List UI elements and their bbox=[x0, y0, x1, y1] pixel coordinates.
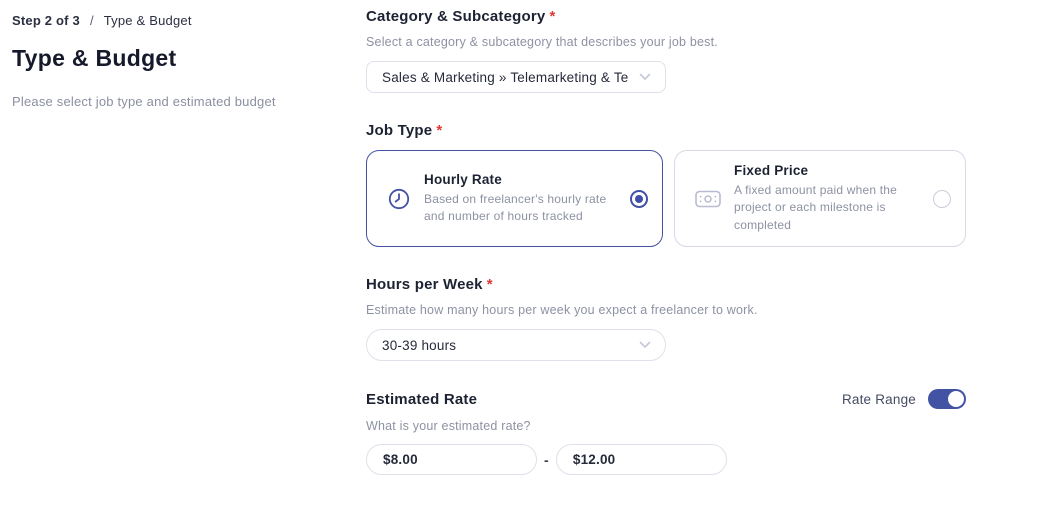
step-summary-panel: Step 2 of 3 / Type & Budget Type & Budge… bbox=[0, 0, 366, 475]
job-type-options: Hourly Rate Based on freelancer's hourly… bbox=[366, 150, 968, 247]
job-type-option-fixed[interactable]: Fixed Price A fixed amount paid when the… bbox=[674, 150, 966, 247]
hourly-rate-radio[interactable] bbox=[630, 189, 648, 208]
range-dash-separator: - bbox=[544, 451, 549, 468]
job-type-option-title: Hourly Rate bbox=[424, 171, 502, 187]
hours-select-value: 30-39 hours bbox=[382, 337, 457, 353]
category-label: Category & Subcategory bbox=[366, 8, 546, 25]
chevron-down-icon bbox=[639, 68, 651, 86]
estimated-rate-section: Estimated Rate Rate Range What is your e… bbox=[366, 389, 968, 475]
page-title: Type & Budget bbox=[12, 45, 177, 71]
breadcrumb-current: Type & Budget bbox=[103, 13, 192, 28]
job-post-step-page: Step 2 of 3 / Type & Budget Type & Budge… bbox=[0, 0, 968, 475]
category-select[interactable]: Sales & Marketing » Telemarketing & Tele… bbox=[366, 61, 666, 93]
hours-label: Hours per Week bbox=[366, 276, 483, 293]
category-help-text: Select a category & subcategory that des… bbox=[366, 35, 718, 49]
job-type-option-texts: Hourly Rate Based on freelancer's hourly… bbox=[424, 172, 624, 225]
fixed-price-radio[interactable] bbox=[933, 189, 951, 208]
hours-per-week-section: Hours per Week * Estimate how many hours … bbox=[366, 276, 968, 361]
rate-range-inputs: - bbox=[366, 444, 968, 475]
required-asterisk: * bbox=[549, 8, 556, 25]
job-type-option-description: Based on freelancer's hourly rate and nu… bbox=[424, 191, 607, 223]
hours-per-week-select[interactable]: 30-39 hours bbox=[366, 329, 666, 361]
max-rate-input[interactable] bbox=[555, 444, 727, 475]
job-type-label: Job Type bbox=[366, 122, 433, 139]
rate-range-toggle[interactable] bbox=[928, 389, 966, 409]
banknote-icon bbox=[695, 190, 721, 208]
breadcrumb: Step 2 of 3 / Type & Budget bbox=[12, 13, 366, 28]
toggle-knob bbox=[948, 391, 964, 407]
category-section: Category & Subcategory * Select a categor… bbox=[366, 8, 968, 93]
required-asterisk: * bbox=[486, 276, 493, 293]
job-type-option-hourly[interactable]: Hourly Rate Based on freelancer's hourly… bbox=[366, 150, 663, 247]
job-type-section: Job Type * Hourly Rate Based on freelance… bbox=[366, 122, 968, 247]
category-select-value: Sales & Marketing » Telemarketing & Tele… bbox=[382, 69, 629, 85]
estimated-rate-help-text: What is your estimated rate? bbox=[366, 419, 531, 433]
min-rate-input[interactable] bbox=[366, 444, 537, 475]
rate-range-toggle-group: Rate Range bbox=[842, 389, 966, 409]
clock-icon bbox=[387, 187, 411, 211]
job-type-option-texts: Fixed Price A fixed amount paid when the… bbox=[734, 163, 927, 233]
breadcrumb-separator: / bbox=[89, 13, 94, 28]
job-type-option-description: A fixed amount paid when the project or … bbox=[734, 183, 898, 232]
category-label-row: Category & Subcategory * bbox=[366, 8, 968, 25]
job-type-label-row: Job Type * bbox=[366, 122, 968, 139]
breadcrumb-step: Step 2 of 3 bbox=[12, 13, 80, 28]
estimated-rate-header: Estimated Rate Rate Range bbox=[366, 389, 966, 409]
page-subtitle: Please select job type and estimated bud… bbox=[12, 94, 276, 109]
rate-range-label: Rate Range bbox=[841, 391, 916, 407]
chevron-down-icon bbox=[639, 336, 651, 354]
required-asterisk: * bbox=[436, 122, 443, 139]
job-type-option-title: Fixed Price bbox=[734, 163, 809, 179]
form-panel: Category & Subcategory * Select a categor… bbox=[366, 0, 968, 475]
estimated-rate-label: Estimated Rate bbox=[366, 390, 478, 408]
hours-label-row: Hours per Week * bbox=[366, 276, 968, 293]
hours-help-text: Estimate how many hours per week you exp… bbox=[366, 303, 758, 317]
